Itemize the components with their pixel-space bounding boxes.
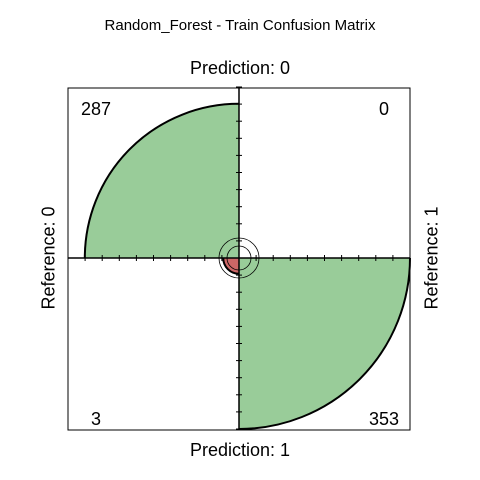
quadrant-r1-c1-arc	[238, 257, 411, 430]
confidence-rings	[218, 237, 260, 279]
chart-title: Random_Forest - Train Confusion Matrix	[104, 17, 376, 34]
confidence-ring-1-0	[218, 237, 240, 259]
quadrant-layer	[83, 102, 411, 430]
col-label-prediction-1: Prediction: 1	[189, 440, 291, 460]
confidence-ring-0-2	[226, 257, 240, 271]
center-axes	[67, 86, 411, 430]
confidence-ring-0-0	[226, 245, 240, 259]
quadrant-r1-c0-arc	[222, 257, 240, 275]
confidence-ring-1-1	[238, 237, 260, 259]
cell-count-labels: 287 0 3 353	[81, 99, 399, 429]
confidence-ring-0-3	[238, 257, 252, 271]
col-label-prediction-0: Prediction: 0	[189, 58, 291, 78]
cell-count-r0-c0: 287	[81, 99, 111, 119]
cell-count-r1-c0: 3	[91, 409, 101, 429]
confidence-ring-1-2	[218, 257, 240, 279]
quadrant-r1-c1	[239, 258, 410, 429]
confidence-ring-0-1	[238, 245, 252, 259]
quadrant-r1-c0	[223, 258, 239, 274]
quadrant-r0-c0-arc	[83, 102, 240, 259]
quadrant-r0-c0	[84, 103, 239, 258]
confidence-ring-1-3	[238, 257, 260, 279]
cell-count-r1-c1: 353	[369, 409, 399, 429]
cell-count-r0-c1: 0	[379, 99, 389, 119]
